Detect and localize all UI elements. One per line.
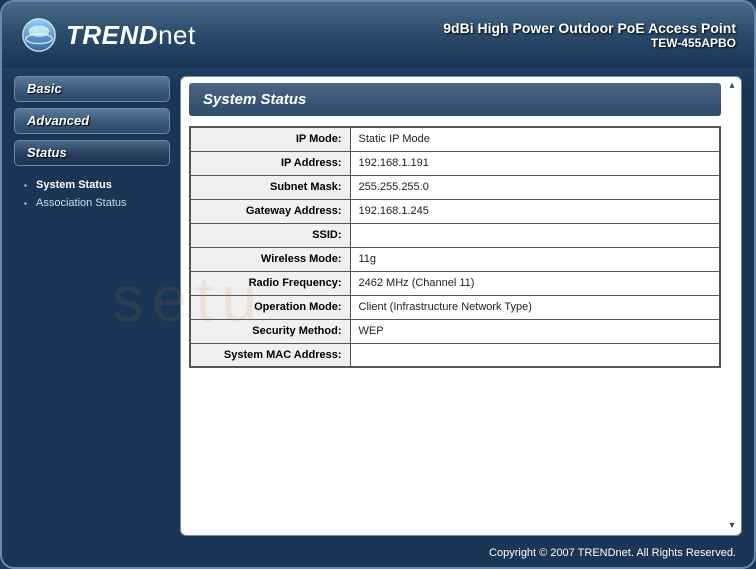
row-label: Security Method: bbox=[190, 319, 350, 343]
product-title: 9dBi High Power Outdoor PoE Access Point bbox=[443, 20, 736, 36]
table-row: IP Mode:Static IP Mode bbox=[190, 127, 720, 151]
row-value bbox=[350, 223, 720, 247]
content-panel: ▴ System Status IP Mode:Static IP ModeIP… bbox=[180, 76, 742, 536]
row-label: Radio Frequency: bbox=[190, 271, 350, 295]
table-row: Security Method: WEP bbox=[190, 319, 720, 343]
nav-advanced[interactable]: Advanced bbox=[14, 108, 170, 134]
table-row: IP Address:192.168.1.191 bbox=[190, 151, 720, 175]
row-label: Gateway Address: bbox=[190, 199, 350, 223]
sub-nav-list: System Status Association Status bbox=[14, 172, 170, 220]
table-row: System MAC Address: bbox=[190, 343, 720, 367]
row-label: IP Mode: bbox=[190, 127, 350, 151]
row-label: SSID: bbox=[190, 223, 350, 247]
row-value bbox=[350, 343, 720, 367]
product-model: TEW-455APBO bbox=[443, 36, 736, 50]
row-value: 11g bbox=[350, 247, 720, 271]
scroll-up-icon[interactable]: ▴ bbox=[725, 79, 739, 93]
logo: TRENDnet bbox=[20, 16, 196, 54]
sidebar: Basic Advanced Status System Status Asso… bbox=[14, 76, 170, 536]
brand-logo-icon bbox=[20, 16, 58, 54]
nav-status[interactable]: Status bbox=[14, 140, 170, 166]
body: Basic Advanced Status System Status Asso… bbox=[2, 68, 754, 536]
table-row: Subnet Mask:255.255.255.0 bbox=[190, 175, 720, 199]
nav-basic[interactable]: Basic bbox=[14, 76, 170, 102]
brand-name: TRENDnet bbox=[66, 20, 196, 51]
row-value: Client (Infrastructure Network Type) bbox=[350, 295, 720, 319]
subnav-association-status[interactable]: Association Status bbox=[24, 194, 170, 212]
table-row: Gateway Address:192.168.1.245 bbox=[190, 199, 720, 223]
row-label: Subnet Mask: bbox=[190, 175, 350, 199]
brand-light: net bbox=[158, 20, 196, 50]
table-row: Operation Mode:Client (Infrastructure Ne… bbox=[190, 295, 720, 319]
panel-title: System Status bbox=[189, 83, 721, 116]
footer-copyright: Copyright © 2007 TRENDnet. All Rights Re… bbox=[489, 547, 736, 559]
row-value: 192.168.1.245 bbox=[350, 199, 720, 223]
row-label: IP Address: bbox=[190, 151, 350, 175]
scroll-down-icon[interactable]: ▾ bbox=[725, 519, 739, 533]
header: TRENDnet 9dBi High Power Outdoor PoE Acc… bbox=[2, 2, 754, 68]
status-table: IP Mode:Static IP ModeIP Address:192.168… bbox=[189, 126, 721, 368]
row-label: Operation Mode: bbox=[190, 295, 350, 319]
brand-bold: TREND bbox=[66, 20, 158, 50]
row-value: WEP bbox=[350, 319, 720, 343]
row-value: 2462 MHz (Channel 11) bbox=[350, 271, 720, 295]
row-value: 192.168.1.191 bbox=[350, 151, 720, 175]
row-label: Wireless Mode: bbox=[190, 247, 350, 271]
table-row: Radio Frequency:2462 MHz (Channel 11) bbox=[190, 271, 720, 295]
table-row: Wireless Mode:11g bbox=[190, 247, 720, 271]
app-frame: TRENDnet 9dBi High Power Outdoor PoE Acc… bbox=[0, 0, 756, 569]
row-label: System MAC Address: bbox=[190, 343, 350, 367]
row-value: Static IP Mode bbox=[350, 127, 720, 151]
subnav-system-status[interactable]: System Status bbox=[24, 176, 170, 194]
header-right: 9dBi High Power Outdoor PoE Access Point… bbox=[443, 20, 736, 50]
row-value: 255.255.255.0 bbox=[350, 175, 720, 199]
table-row: SSID: bbox=[190, 223, 720, 247]
